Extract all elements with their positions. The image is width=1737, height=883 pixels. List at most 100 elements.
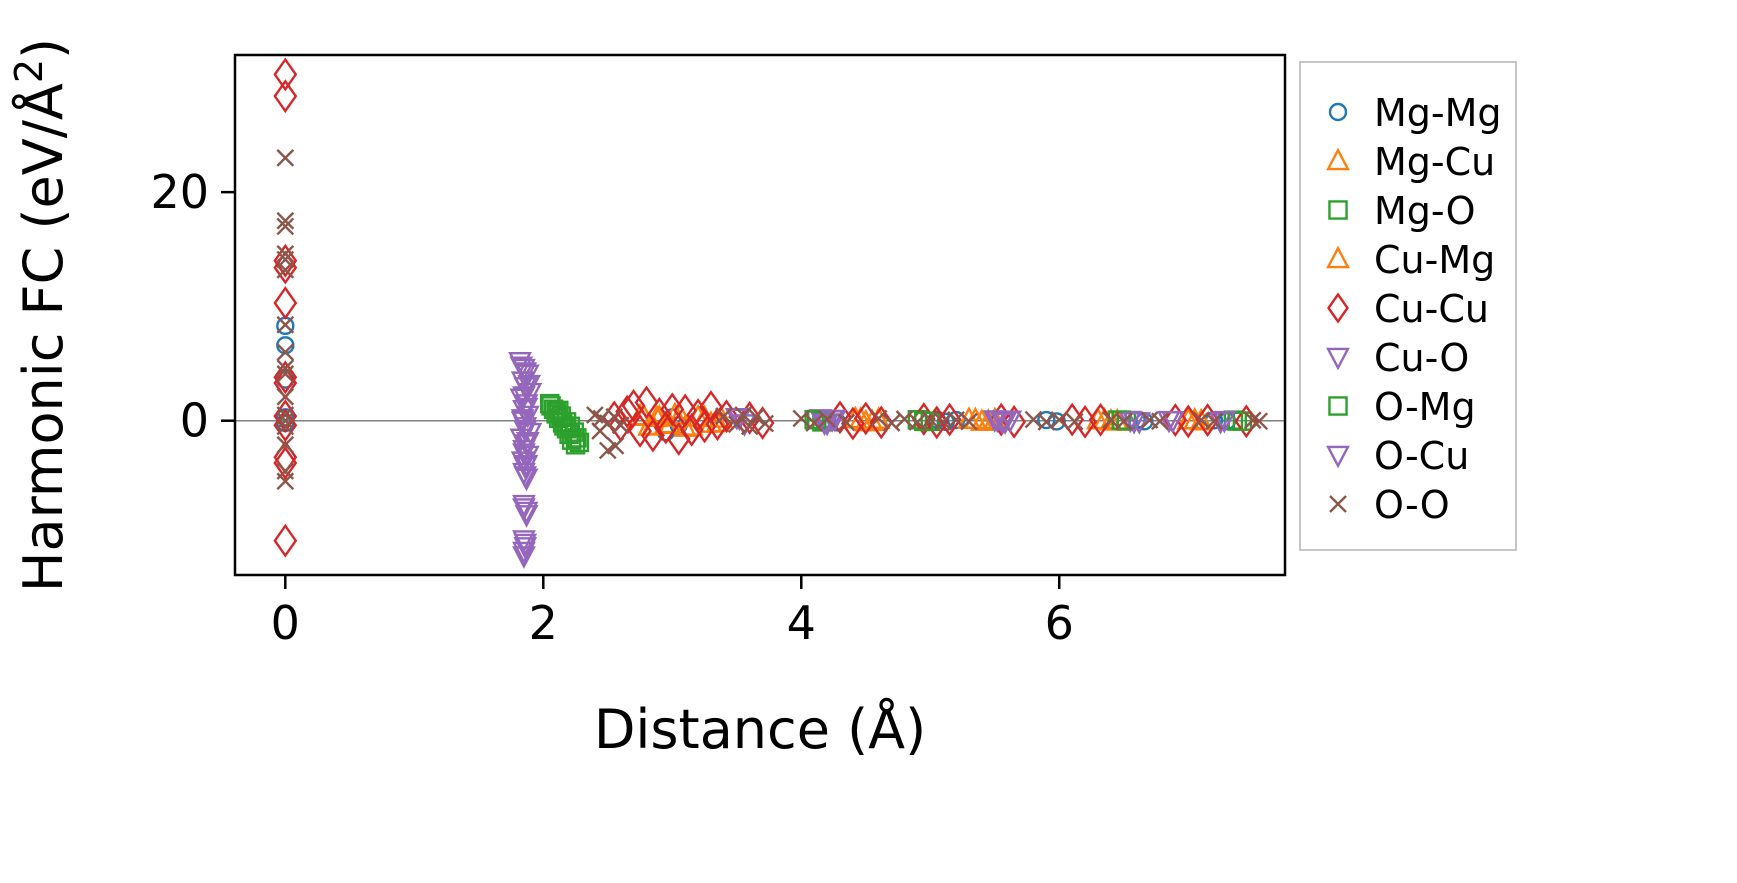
x-marker <box>276 315 295 334</box>
x-marker <box>276 149 295 167</box>
circle-marker <box>1047 412 1066 431</box>
x-tick-label: 0 <box>271 596 300 650</box>
x-marker <box>276 435 295 454</box>
diamond-marker <box>1002 404 1027 439</box>
diamond-marker <box>621 388 646 423</box>
triangle-down-marker <box>1122 411 1146 435</box>
x-marker <box>611 416 630 435</box>
x-marker <box>276 343 295 361</box>
x-marker <box>606 437 625 455</box>
diamond-marker <box>1195 403 1220 437</box>
diamond-marker <box>273 360 298 395</box>
x-marker <box>276 472 295 491</box>
diamond-marker <box>699 390 723 424</box>
diamond-marker <box>666 422 691 456</box>
x-marker <box>605 407 624 426</box>
diamond-marker <box>273 446 298 480</box>
triangle-up-marker <box>668 402 692 425</box>
triangle-down-marker <box>513 420 538 444</box>
legend-label: Mg-Mg <box>1374 91 1502 135</box>
x-marker <box>805 414 824 432</box>
diamond-marker <box>705 407 730 442</box>
legend-label: Cu-Cu <box>1374 287 1489 331</box>
x-marker <box>1151 412 1169 431</box>
triangle-down-marker <box>1212 410 1237 434</box>
diamond-marker <box>686 398 711 432</box>
triangle-down-marker <box>514 454 539 478</box>
series-o-cu <box>509 356 1237 565</box>
triangle-down-marker <box>515 431 540 455</box>
diamond-marker <box>937 402 962 437</box>
x-tick-label: 2 <box>529 596 558 650</box>
legend-entry-o-o: O-O <box>1329 483 1450 527</box>
diamond-marker <box>273 286 298 320</box>
triangle-down-marker <box>998 410 1023 434</box>
legend-entry-mg-mg: Mg-Mg <box>1328 91 1502 135</box>
triangle-down-marker <box>510 409 535 432</box>
x-marker <box>869 409 888 428</box>
legend-entry-mg-cu: Mg-Cu <box>1326 140 1495 184</box>
triangle-down-legend-icon <box>1326 445 1350 469</box>
square-legend-icon <box>1328 396 1348 416</box>
triangle-down-marker <box>1160 410 1185 434</box>
diamond-marker <box>840 406 865 441</box>
legend-entry-o-mg: O-Mg <box>1328 385 1476 429</box>
y-tick-label: 20 <box>150 165 209 219</box>
square-legend-icon <box>1328 200 1348 220</box>
diamond-marker <box>615 394 640 429</box>
diamond-marker <box>1088 402 1113 437</box>
square-marker <box>569 432 590 453</box>
x-tick-label: 6 <box>1045 596 1074 650</box>
triangle-down-marker <box>985 410 1010 434</box>
circle-marker <box>1037 410 1056 430</box>
x-legend-icon <box>1329 495 1347 513</box>
diamond-marker <box>634 385 659 420</box>
x-marker <box>1050 410 1069 429</box>
triangle-down-marker <box>517 374 541 398</box>
x-marker <box>276 411 295 430</box>
triangle-down-marker <box>512 546 536 569</box>
y-axis-label: Harmonic FC (eV/Å2) <box>7 38 75 592</box>
x-marker <box>276 387 295 406</box>
x-marker <box>960 412 978 431</box>
x-marker <box>276 245 295 263</box>
square-marker <box>567 428 587 448</box>
triangle-up-legend-icon <box>1326 245 1350 269</box>
legend-label: O-Mg <box>1374 385 1476 429</box>
x-marker <box>276 217 295 236</box>
series-cu-cu <box>273 57 1259 558</box>
diamond-marker <box>679 412 704 447</box>
triangle-down-marker <box>513 533 538 557</box>
x-marker <box>276 417 295 436</box>
triangle-down-marker <box>512 386 536 409</box>
x-marker <box>747 407 765 426</box>
diamond-marker <box>273 57 298 92</box>
x-marker <box>740 417 759 436</box>
triangle-down-marker <box>518 382 543 406</box>
x-marker <box>1205 412 1223 431</box>
series-o-o <box>276 149 1269 491</box>
triangle-up-marker <box>692 404 717 428</box>
series-cu-o <box>508 351 1233 569</box>
triangle-down-marker <box>513 417 538 440</box>
triangle-down-marker <box>993 412 1017 436</box>
legend-label: Mg-O <box>1374 189 1476 233</box>
triangle-down-marker <box>514 397 539 421</box>
diamond-marker <box>641 418 665 453</box>
x-marker <box>1065 412 1084 431</box>
triangle-down-marker <box>514 505 539 528</box>
x-marker <box>1114 412 1133 431</box>
legend-entry-cu-mg: Cu-Mg <box>1326 238 1495 282</box>
square-marker <box>546 401 566 422</box>
x-marker <box>276 359 295 377</box>
square-marker <box>564 422 585 442</box>
y-tick-label: 0 <box>180 394 209 448</box>
diamond-marker <box>647 396 672 431</box>
x-marker <box>591 422 609 440</box>
legend-entry-mg-o: Mg-O <box>1328 189 1476 233</box>
legend-box <box>1299 61 1517 551</box>
diamond-marker <box>628 414 652 448</box>
triangle-down-marker <box>512 443 536 467</box>
